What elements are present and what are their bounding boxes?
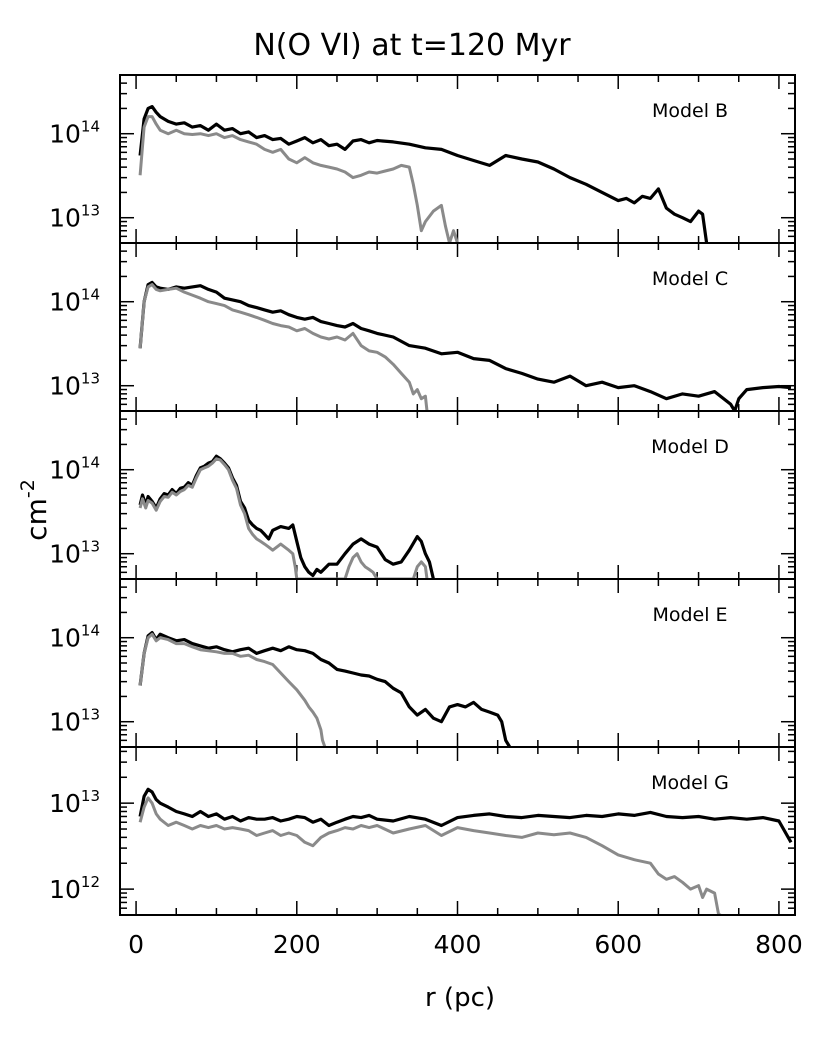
y-tick-label-base: 10 [49, 288, 81, 317]
y-tick-label: 1014 [49, 622, 100, 653]
x-tick-label: 200 [273, 930, 321, 959]
y-tick-label-exponent: 14 [81, 622, 100, 640]
panel-label: Model B [652, 100, 728, 122]
y-tick-label-exponent: 13 [81, 706, 100, 724]
y-tick-label-exponent: 13 [81, 787, 100, 805]
panel-label: Model G [651, 772, 729, 794]
chart-title-time-value: 120 [448, 28, 505, 63]
y-tick-label-base: 10 [49, 372, 81, 401]
y-tick-label: 1013 [49, 538, 100, 569]
y-tick-label-exponent: 14 [81, 118, 100, 136]
y-tick-label: 1013 [49, 370, 100, 401]
y-tick-label: 1014 [49, 454, 100, 485]
y-tick-label-base: 10 [49, 624, 81, 653]
y-tick-label: 1014 [49, 286, 100, 317]
y-tick-label-base: 10 [49, 875, 81, 904]
y-tick-label-base: 10 [49, 708, 81, 737]
y-tick-label: 1013 [49, 202, 100, 233]
y-tick-label-exponent: 13 [81, 202, 100, 220]
series-line-black [138, 454, 435, 579]
x-axis-label: r (pc) [425, 983, 495, 1013]
chart-title-suffix: Myr [505, 28, 571, 63]
series-line-gray [138, 283, 429, 411]
series-line-gray [138, 457, 429, 579]
chart-title-prefix: N(O VI) at t= [253, 28, 448, 63]
series-line-black [138, 280, 792, 411]
y-axis-label-exponent: -2 [17, 479, 39, 498]
y-tick-label: 1013 [49, 706, 100, 737]
chart-title: N(O VI) at t=120 Myr [253, 28, 571, 63]
series-line-black [138, 104, 709, 243]
series-line-black [138, 787, 793, 844]
panel-label: Model D [651, 436, 729, 458]
y-tick-label-base: 10 [49, 204, 81, 233]
x-tick-label: 600 [594, 930, 642, 959]
y-tick-label-base: 10 [49, 120, 81, 149]
y-axis-label: cm-2 [17, 479, 53, 541]
series-line-gray [138, 632, 327, 747]
y-tick-label-exponent: 12 [81, 873, 100, 891]
panel-label: Model E [652, 604, 727, 626]
y-tick-label: 1012 [49, 873, 100, 904]
x-tick-label: 400 [434, 930, 482, 959]
y-tick-label-base: 10 [49, 789, 81, 818]
x-tick-label: 0 [128, 930, 144, 959]
y-tick-label-exponent: 14 [81, 286, 100, 304]
x-tick-label: 800 [755, 930, 803, 959]
y-tick-label-exponent: 14 [81, 454, 100, 472]
y-tick-label: 1013 [49, 787, 100, 818]
panel-label: Model C [652, 268, 728, 290]
series-line-gray [138, 115, 459, 243]
series-line-gray [138, 796, 722, 915]
y-tick-label-base: 10 [49, 456, 81, 485]
x-tick-labels: 0 200 400 600 800 [128, 930, 803, 959]
y-tick-label-exponent: 13 [81, 538, 100, 556]
y-axis-label-base: cm [20, 498, 53, 541]
y-tick-label: 1014 [49, 118, 100, 149]
series-line-black [138, 630, 512, 747]
panel-frame [119, 746, 796, 916]
y-tick-label-base: 10 [49, 540, 81, 569]
y-tick-label-exponent: 13 [81, 370, 100, 388]
